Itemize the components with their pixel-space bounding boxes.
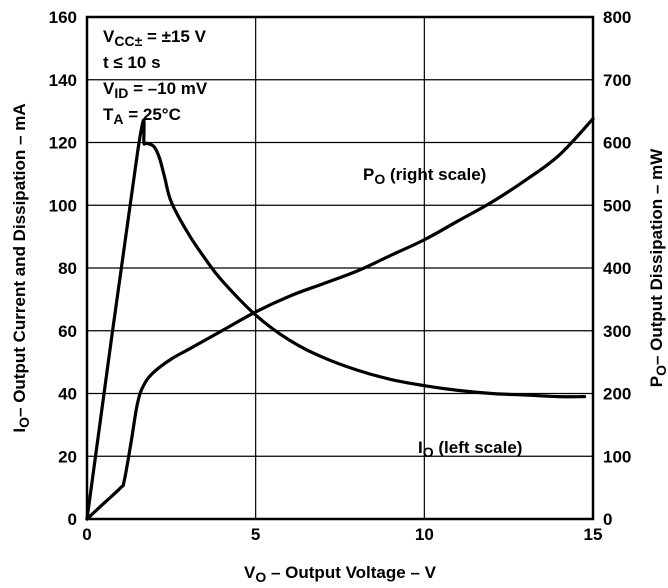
y-right-tick-label: 500	[603, 196, 631, 215]
series-line-io	[85, 118, 587, 521]
y-left-tick-label: 40	[58, 385, 77, 404]
x-axis-title: VO – Output Voltage – V	[244, 563, 437, 585]
test-conditions: VCC± = ±15 V t ≤ 10 s VID = –10 mV TA = …	[103, 27, 208, 127]
x-tick-label: 15	[584, 525, 603, 544]
curves	[85, 117, 595, 521]
y-right-tick-label: 800	[603, 8, 631, 27]
series-line-po	[85, 117, 595, 521]
y-right-tick-label: 0	[603, 510, 612, 529]
y-right-tick-label: 700	[603, 71, 631, 90]
y-left-tick-label: 140	[49, 71, 77, 90]
plot-frame	[85, 15, 595, 521]
y-axis-right-title: PO– Output Dissipation – mW	[647, 148, 668, 387]
condition-time: t ≤ 10 s	[103, 53, 161, 72]
x-tick-label: 5	[251, 525, 260, 544]
y-left-tick-label: 0	[68, 510, 77, 529]
y-left-tick-label: 160	[49, 8, 77, 27]
x-tick-label: 10	[415, 525, 434, 544]
series-label-io: IO (left scale)	[418, 438, 522, 460]
y-left-tick-label: 100	[49, 196, 77, 215]
condition-supply: VCC± = ±15 V	[103, 27, 207, 49]
y-left-tick-label: 60	[58, 322, 77, 341]
series-label-po: PO (right scale)	[363, 165, 486, 187]
y-left-tick-label: 80	[58, 259, 77, 278]
y-right-tick-label: 200	[603, 385, 631, 404]
y-right-tick-label: 600	[603, 134, 631, 153]
y-left-tick-label: 20	[58, 447, 77, 466]
condition-input-voltage: VID = –10 mV	[103, 79, 208, 101]
y-right-tick-label: 300	[603, 322, 631, 341]
x-tick-label: 0	[82, 525, 91, 544]
y-axis-left-title: IO– Output Current and Dissipation – mA	[10, 103, 32, 432]
y-left-tick-label: 120	[49, 134, 77, 153]
tick-labels: 0 5 10 150204060801001201401600100200300400…	[49, 8, 632, 544]
y-right-tick-label: 400	[603, 259, 631, 278]
condition-temperature: TA = 25°C	[103, 105, 181, 127]
y-right-tick-label: 100	[603, 447, 631, 466]
